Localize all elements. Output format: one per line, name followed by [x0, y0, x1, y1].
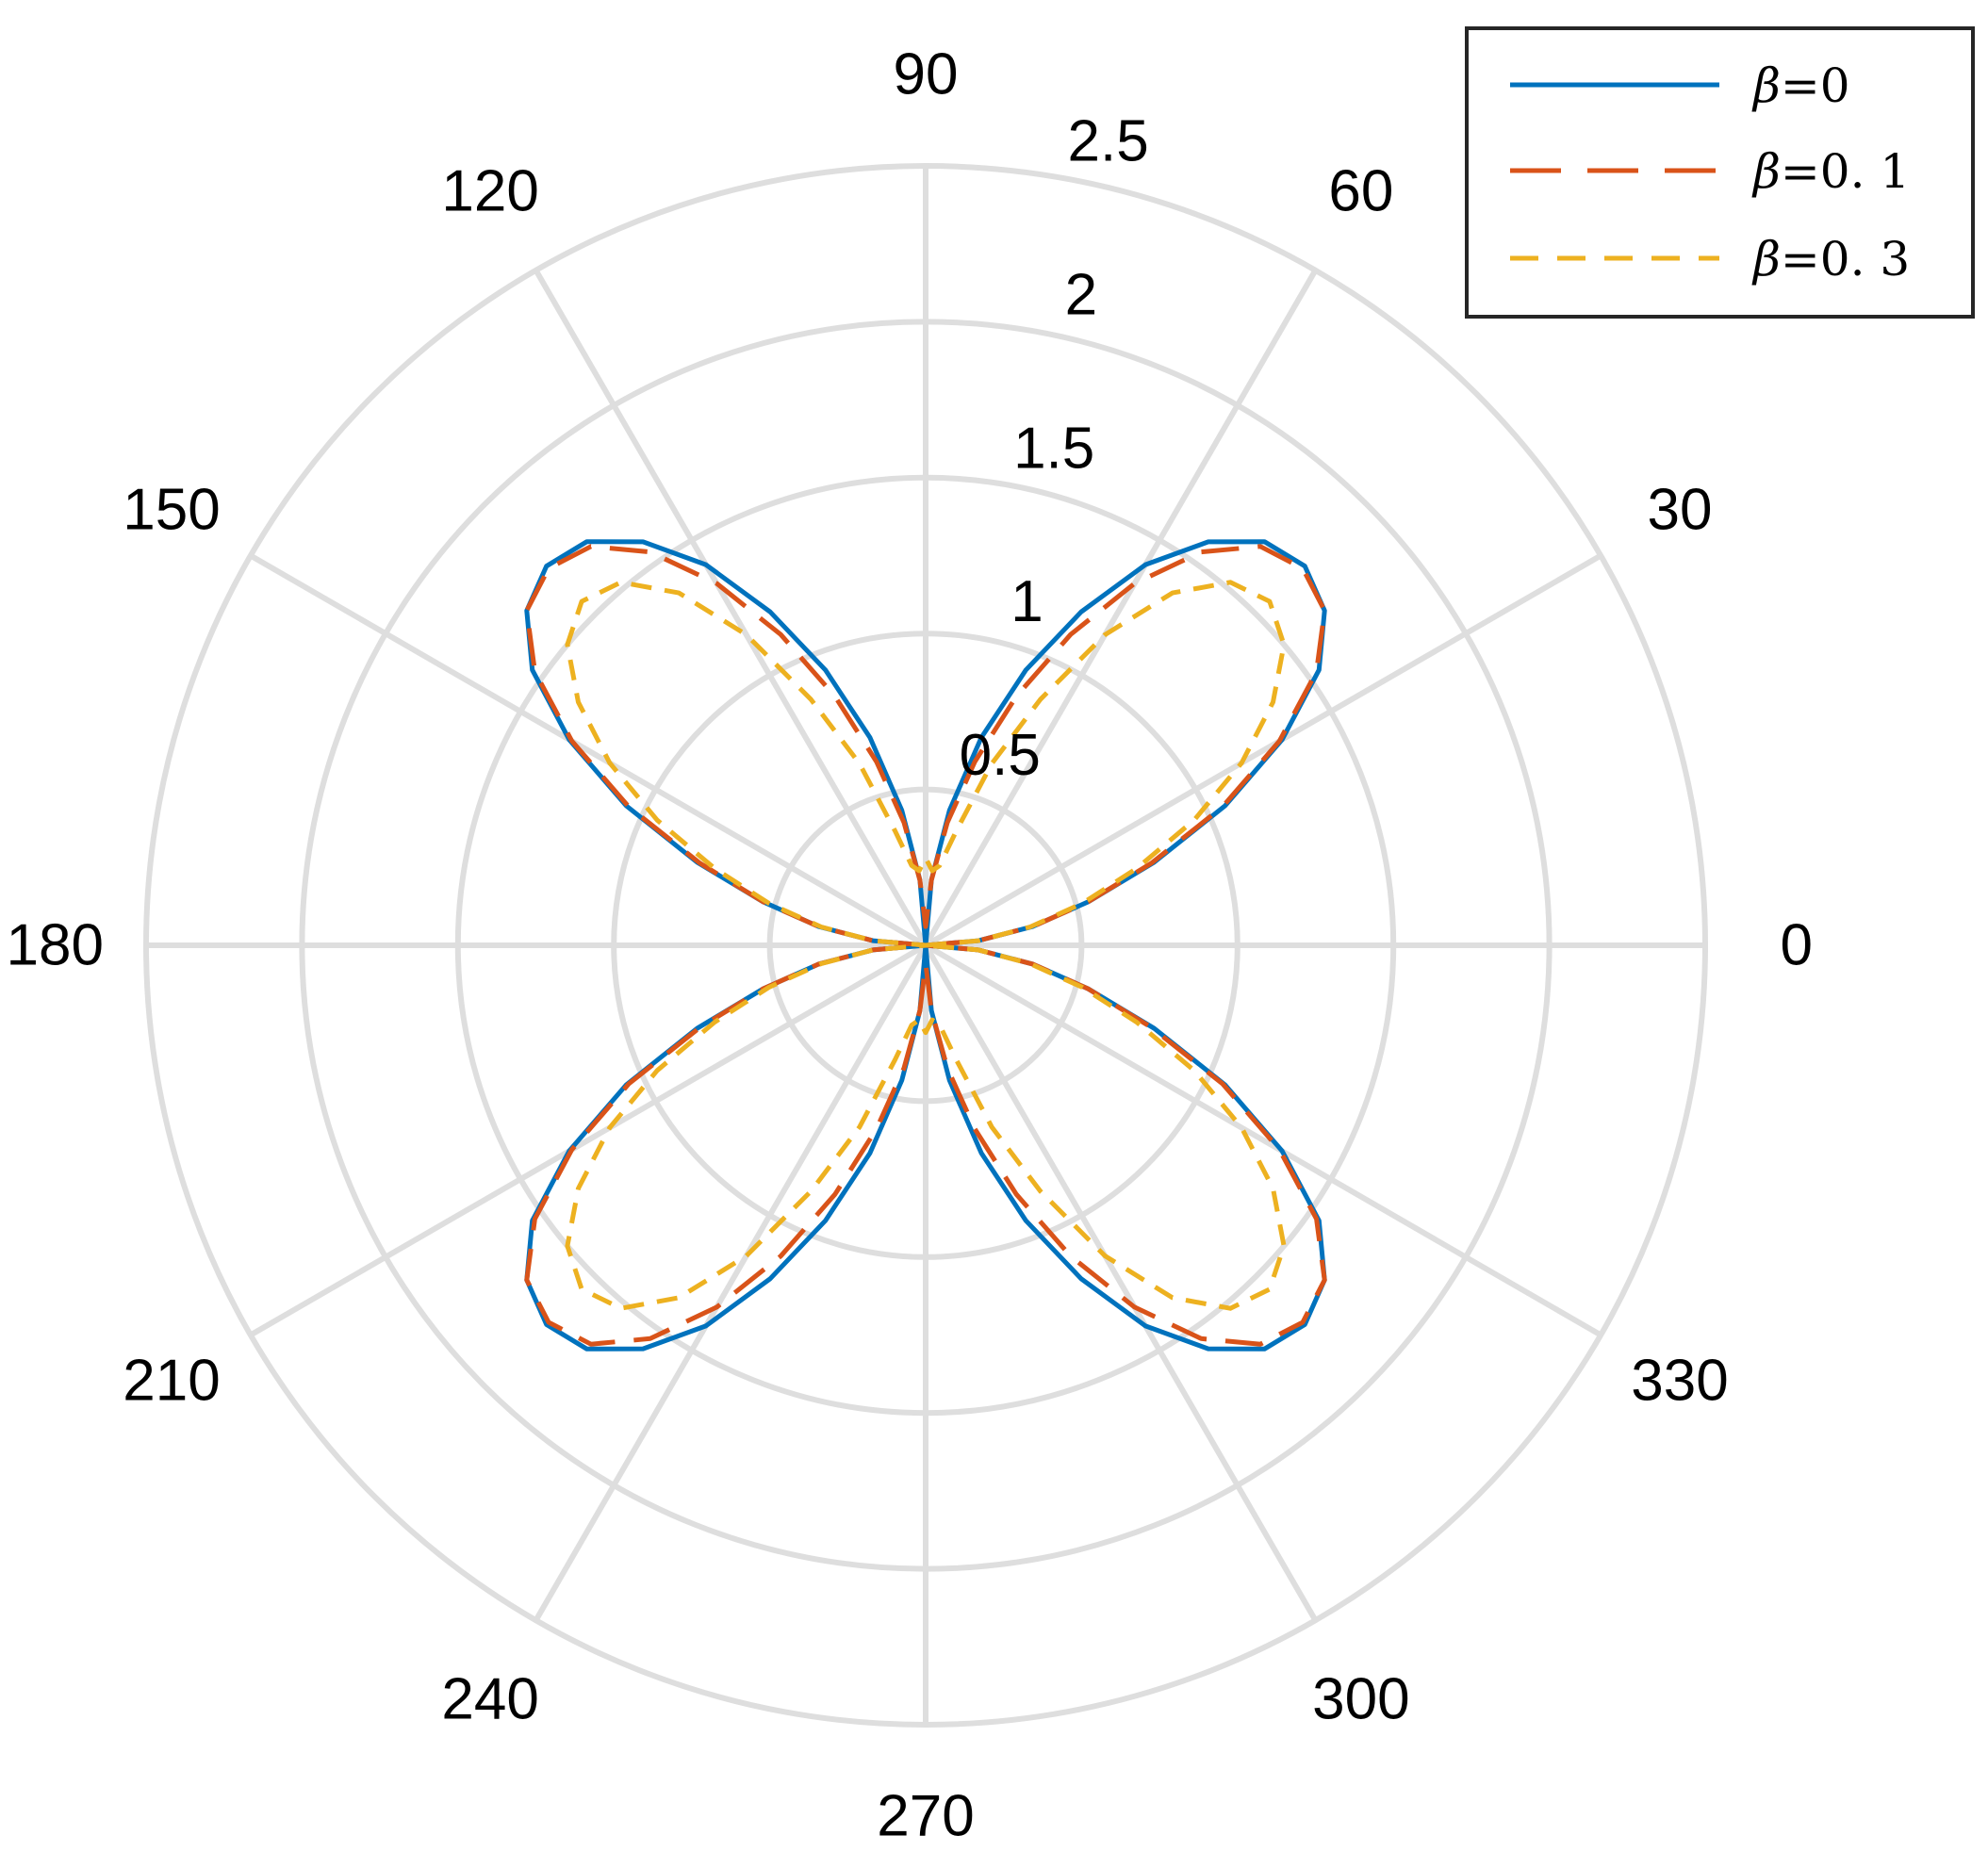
theta-label-150: 150	[123, 478, 220, 543]
r-label-2: 2	[1065, 262, 1097, 327]
grid-spoke-300	[923, 943, 1319, 1622]
r-label-1: 1	[1010, 569, 1043, 634]
theta-label-240: 240	[441, 1666, 538, 1731]
theta-label-60: 60	[1328, 159, 1393, 224]
r-label-0.5: 0.5	[960, 723, 1041, 788]
grid-spoke-30	[924, 552, 1602, 948]
theta-label-120: 120	[441, 159, 538, 224]
theta-label-300: 300	[1312, 1666, 1409, 1731]
legend-label-0: β=0	[1751, 58, 1850, 113]
legend-label-1: β=0. 1	[1751, 144, 1910, 199]
theta-label-0: 0	[1781, 913, 1813, 978]
grid-spoke-60	[923, 269, 1319, 947]
series-layer	[524, 539, 1327, 1352]
theta-label-210: 210	[123, 1348, 220, 1413]
legend-label-2: β=0. 3	[1751, 232, 1910, 287]
theta-label-180: 180	[7, 913, 104, 978]
polar-grid	[143, 163, 1708, 1728]
theta-label-30: 30	[1648, 478, 1713, 543]
theta-label-90: 90	[894, 42, 959, 107]
theta-label-270: 270	[877, 1783, 974, 1848]
grid-ring-2	[299, 319, 1553, 1572]
grid-ring-0.5	[766, 786, 1085, 1105]
legend: β=0 β=0. 1 β=0. 3	[1465, 26, 1975, 319]
grid-spoke-330	[924, 942, 1602, 1338]
tick-labels: 0 30 60 90 120 150 180 210 240 270 300 330 0.5 1 1.5 2 2…	[7, 42, 1813, 1849]
r-label-1.5: 1.5	[1013, 416, 1094, 481]
r-label-2.5: 2.5	[1068, 109, 1149, 174]
grid-spoke-210	[249, 942, 928, 1338]
grid-spoke-120	[533, 269, 928, 947]
grid-ring-1.5	[454, 474, 1397, 1417]
grid-spoke-240	[533, 943, 928, 1622]
grid-spoke-150	[249, 552, 928, 948]
series-line-2	[565, 580, 1287, 1311]
theta-label-330: 330	[1631, 1348, 1728, 1413]
grid-ring-2.5	[143, 163, 1708, 1728]
grid-ring-1	[611, 631, 1240, 1260]
